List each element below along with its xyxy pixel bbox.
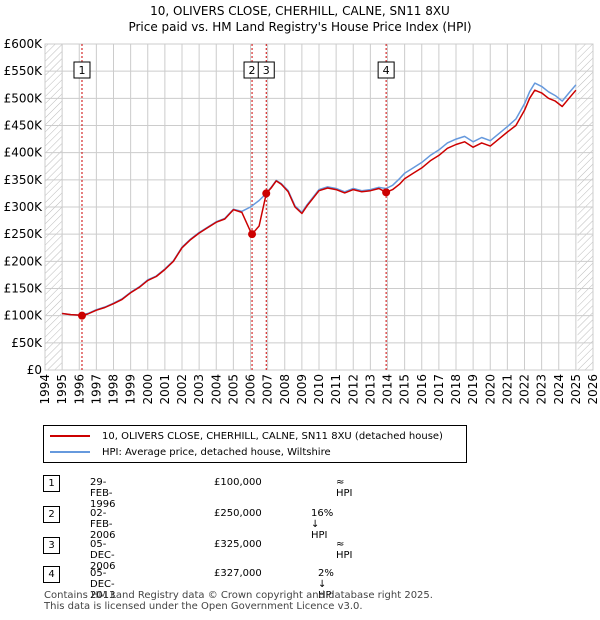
x-tick-label: 2011	[329, 374, 343, 405]
y-tick-label: £500K	[4, 91, 44, 105]
y-tick-label: £50K	[11, 336, 43, 350]
transaction-point-1	[77, 311, 86, 320]
footer-licence: This data is licensed under the Open Gov…	[44, 601, 363, 612]
x-tick-label: 2001	[158, 374, 172, 405]
y-tick-label: £400K	[4, 146, 44, 160]
legend: 10, OLIVERS CLOSE, CHERHILL, CALNE, SN11…	[43, 425, 467, 463]
row-date-2: 02-FEB-2006	[90, 508, 116, 541]
transaction-label-4: 4	[383, 64, 390, 77]
x-tick-label: 2018	[449, 374, 463, 405]
y-tick-label: £100K	[4, 309, 44, 323]
y-tick-label: £600K	[4, 37, 44, 51]
x-tick-label: 1997	[89, 374, 103, 405]
y-tick-label: £350K	[4, 173, 44, 187]
x-tick-label: 2020	[483, 374, 497, 405]
x-tick-label: 2015	[398, 374, 412, 405]
row-number-2: 2	[43, 506, 60, 523]
x-tick-label: 2004	[209, 374, 223, 405]
x-tick-label: 2010	[312, 374, 326, 405]
y-tick-label: £450K	[4, 119, 44, 133]
x-tick-label: 2007	[261, 374, 275, 405]
row-hpi-1: ≈ HPI	[336, 477, 353, 499]
x-tick-label: 2017	[432, 374, 446, 405]
chart-subtitle: Price paid vs. HM Land Registry's House …	[128, 20, 472, 34]
row-number-3: 3	[43, 537, 60, 554]
plot-frame	[44, 43, 594, 371]
row-hpi-2: 16% ↓ HPI	[311, 508, 334, 541]
x-tick-label: 2009	[295, 374, 309, 405]
x-tick-label: 2026	[586, 374, 600, 405]
series-line-property	[62, 89, 577, 317]
x-tick-label: 2008	[278, 374, 292, 405]
row-hpi-3: ≈ HPI	[336, 539, 353, 561]
x-tick-label: 1996	[72, 374, 86, 405]
legend-swatch-property	[50, 435, 90, 437]
x-tick-label: 1994	[38, 374, 52, 405]
x-tick-label: 1999	[124, 374, 138, 405]
y-tick-label: £150K	[4, 282, 44, 296]
x-tick-label: 2019	[466, 374, 480, 405]
x-tick-label: 2002	[175, 374, 189, 405]
y-tick-label: £200K	[4, 254, 44, 268]
x-tick-label: 2022	[518, 374, 532, 405]
legend-label-hpi: HPI: Average price, detached house, Wilt…	[102, 446, 331, 458]
transaction-label-3: 3	[263, 64, 270, 77]
x-tick-label: 2025	[569, 374, 583, 405]
chart-title: 10, OLIVERS CLOSE, CHERHILL, CALNE, SN11…	[150, 4, 450, 18]
y-tick-label: £0	[27, 363, 42, 377]
row-number-1: 1	[43, 475, 60, 492]
x-tick-label: 2003	[192, 374, 206, 405]
legend-item-hpi: HPI: Average price, detached house, Wilt…	[50, 445, 331, 459]
transaction-label-1: 1	[78, 64, 85, 77]
row-price-3: £325,000	[214, 539, 262, 550]
row-date-1: 29-FEB-1996	[90, 477, 116, 510]
legend-swatch-hpi	[50, 451, 90, 453]
row-number-4: 4	[43, 566, 60, 583]
x-tick-label: 2000	[141, 374, 155, 405]
row-hpi-4: 2% ↓ HPI	[318, 568, 335, 601]
legend-item-property: 10, OLIVERS CLOSE, CHERHILL, CALNE, SN11…	[50, 429, 443, 443]
price-chart: £0 £50K £100K £150K £200K £250K £300K £350K £400…	[4, 37, 600, 405]
row-price-4: £327,000	[214, 568, 262, 579]
x-tick-label: 2005	[226, 374, 240, 405]
transaction-box-1	[73, 61, 91, 79]
row-price-1: £100,000	[214, 477, 262, 488]
x-tick-label: 2013	[363, 374, 377, 405]
transaction-point-3	[262, 189, 271, 198]
footer-copyright: Contains HM Land Registry data © Crown c…	[44, 590, 433, 601]
y-tick-label: £250K	[4, 227, 44, 241]
transaction-label-2: 2	[249, 64, 256, 77]
x-tick-label: 2006	[244, 374, 258, 405]
transaction-point-4	[382, 188, 391, 197]
x-tick-label: 2014	[381, 374, 395, 405]
x-tick-label: 2023	[535, 374, 549, 405]
x-tick-label: 2016	[415, 374, 429, 405]
y-tick-label: £550K	[4, 64, 44, 78]
y-tick-label: £300K	[4, 200, 44, 214]
x-tick-label: 1998	[107, 374, 121, 405]
legend-label-property: 10, OLIVERS CLOSE, CHERHILL, CALNE, SN11…	[102, 430, 443, 442]
row-date-4: 05-DEC-2013	[90, 568, 116, 601]
row-date-3: 05-DEC-2006	[90, 539, 116, 572]
transaction-point-2	[248, 230, 257, 239]
transaction-box-3	[257, 61, 275, 79]
x-tick-label: 2024	[552, 374, 566, 405]
transaction-box-4	[377, 61, 395, 79]
row-price-2: £250,000	[214, 508, 262, 519]
x-tick-label: 2021	[500, 374, 514, 405]
x-tick-label: 2012	[346, 374, 360, 405]
x-tick-label: 1995	[55, 374, 69, 405]
